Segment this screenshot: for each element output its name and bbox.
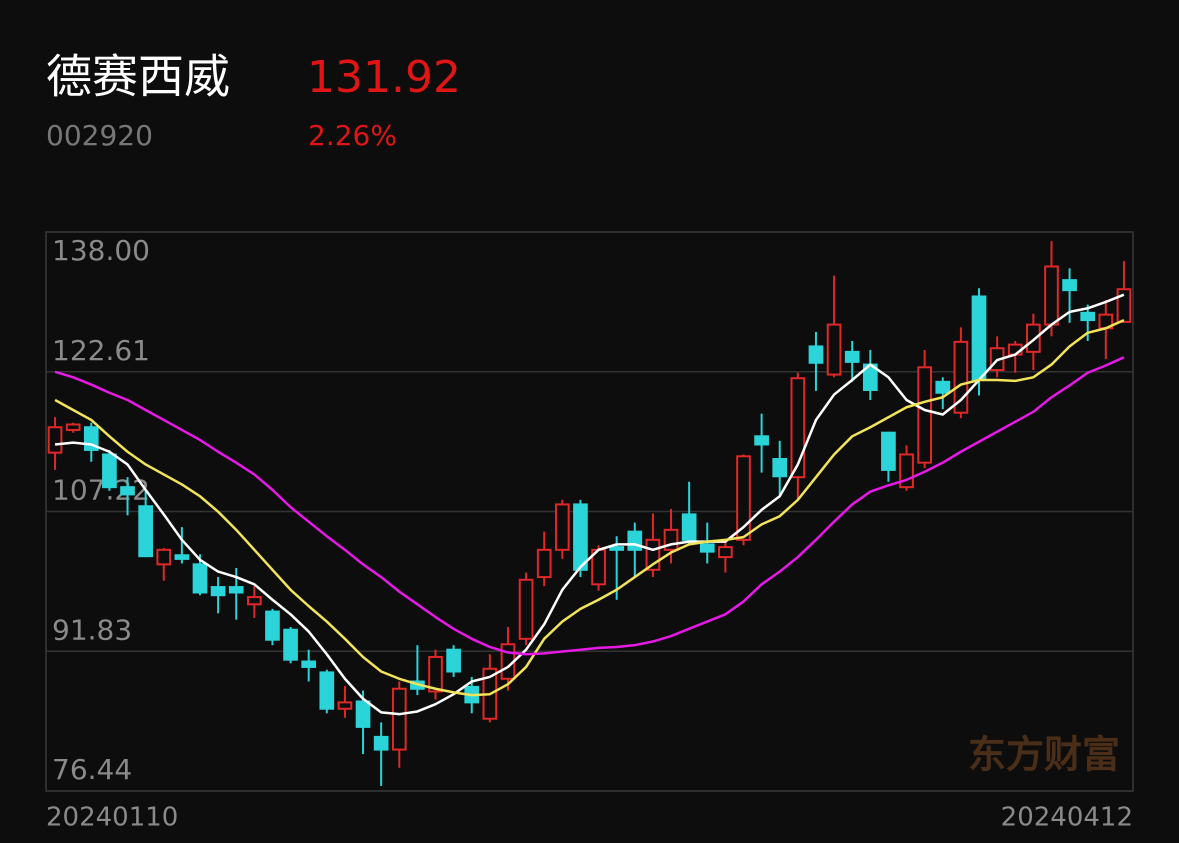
candle-body [391, 687, 407, 751]
candle-body [156, 548, 172, 566]
candle-body [47, 426, 63, 454]
candle-body [138, 505, 153, 558]
candle-body [518, 578, 534, 640]
candle-body [681, 513, 697, 541]
candle-body [210, 586, 226, 597]
candle-body [736, 455, 751, 541]
stock-code: 002920 [46, 119, 153, 152]
candle-body [1044, 265, 1059, 326]
candle-body [718, 546, 733, 559]
candle-body [609, 546, 625, 551]
candle-body [1062, 279, 1077, 292]
y-tick-label: 107.22 [52, 474, 150, 507]
x-tick-label: 20240412 [1001, 803, 1133, 833]
candle-body [337, 701, 353, 710]
candle-body [554, 503, 570, 551]
candle-body [1026, 323, 1041, 353]
stock-name: 德赛西威 [46, 50, 230, 104]
candle-body [917, 366, 932, 464]
candle-body [228, 586, 244, 594]
candle-body [446, 648, 461, 673]
watermark: 东方财富 [968, 733, 1120, 777]
candle-body [1116, 288, 1132, 323]
x-tick-label: 20240110 [46, 803, 178, 833]
y-tick-label: 122.61 [52, 334, 150, 367]
price: 131.92 [307, 52, 461, 103]
candle-body [301, 660, 317, 668]
candle-body [627, 530, 643, 551]
moving-average-line [54, 293, 1125, 716]
change: 2.26% [308, 119, 397, 152]
y-tick-label: 91.83 [52, 613, 132, 646]
candle-body [120, 486, 135, 496]
candle-body [971, 295, 987, 382]
candle-body [844, 350, 860, 363]
candle-body [65, 423, 81, 431]
candle-body [826, 323, 842, 376]
candle-body [573, 503, 588, 571]
moving-average-line [54, 318, 1125, 697]
candle-body [102, 453, 117, 489]
candle-body [772, 458, 788, 478]
moving-average-line [54, 356, 1125, 656]
candle-body [935, 380, 951, 394]
y-tick-label: 76.44 [52, 753, 132, 786]
candle-body [355, 700, 371, 728]
candle-body [808, 345, 824, 364]
candle-body [373, 735, 389, 751]
y-tick-label: 138.00 [52, 234, 150, 267]
candle-body [174, 554, 190, 560]
candle-body [319, 671, 335, 710]
candle-body [428, 655, 443, 693]
candle-body [192, 563, 208, 594]
candle-body [283, 628, 298, 661]
candle-body [265, 610, 280, 641]
candle-body [247, 596, 262, 606]
candle-body [699, 543, 715, 553]
candle-body [1080, 311, 1096, 322]
candle-body [881, 431, 896, 471]
candle-body [536, 548, 552, 579]
candle-body [754, 435, 769, 446]
candle-body [790, 377, 806, 479]
